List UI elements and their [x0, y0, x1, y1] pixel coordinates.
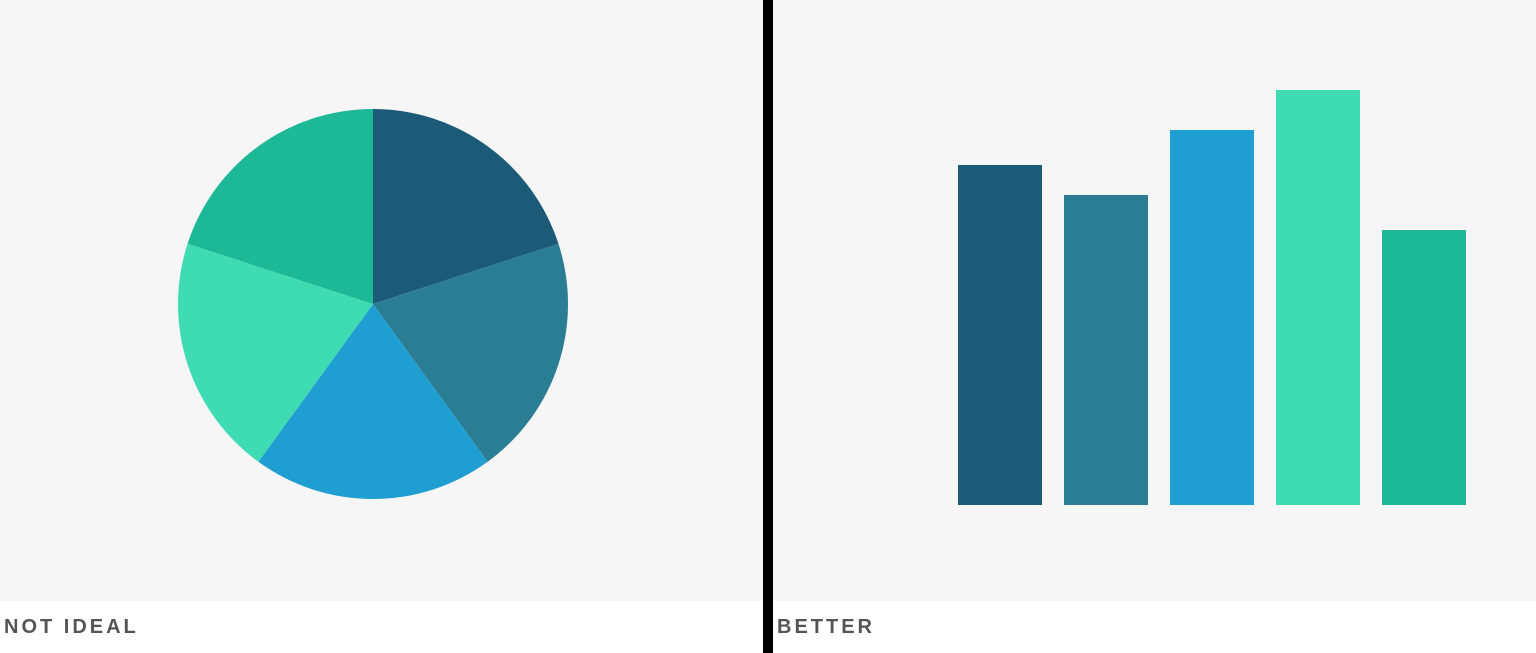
- bar-chart-area: [773, 0, 1536, 601]
- caption-bar-left: NOT IDEAL: [0, 601, 763, 653]
- comparison-container: NOT IDEAL BETTER: [0, 0, 1536, 653]
- pie-chart-area: [0, 0, 763, 601]
- bar: [958, 165, 1042, 505]
- caption-not-ideal: NOT IDEAL: [4, 616, 139, 639]
- pie-chart: [178, 109, 568, 499]
- bar: [1064, 195, 1148, 505]
- bar: [1382, 230, 1466, 505]
- caption-better: BETTER: [777, 616, 875, 639]
- bar: [1170, 130, 1254, 505]
- bar-chart: [958, 90, 1466, 505]
- caption-bar-right: BETTER: [773, 601, 1536, 653]
- panel-not-ideal: NOT IDEAL: [0, 0, 763, 653]
- panel-better: BETTER: [773, 0, 1536, 653]
- bar: [1276, 90, 1360, 505]
